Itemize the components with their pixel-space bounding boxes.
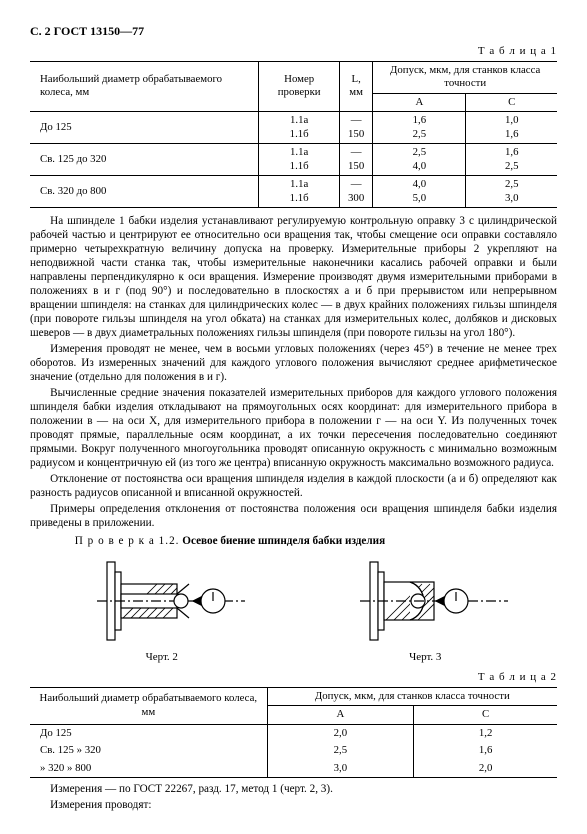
- fig3-caption: Черт. 3: [340, 651, 510, 665]
- para-2: Измерения проводят не менее, чем в восьм…: [30, 342, 557, 384]
- t1-h-a: А: [373, 93, 466, 111]
- check-name: Осевое биение шпинделя бабки изделия: [179, 535, 385, 547]
- table-cell: —150: [339, 144, 372, 176]
- table2-caption: Т а б л и ц а 2: [30, 671, 557, 685]
- figure-3: [340, 554, 510, 649]
- table-cell: До 125: [30, 112, 259, 144]
- t1-h-c: С: [466, 93, 557, 111]
- para-1: На шпинделе 1 бабки изделия устанавливаю…: [30, 214, 557, 340]
- table-cell: 1,62,5: [466, 144, 557, 176]
- table-cell: До 125: [30, 724, 267, 742]
- t1-h-l: L, мм: [339, 61, 372, 111]
- table-cell: 2,5: [267, 742, 414, 759]
- table-cell: 1,62,5: [373, 112, 466, 144]
- table-cell: 1.1а1.1б: [259, 144, 339, 176]
- table-cell: —300: [339, 176, 372, 208]
- table-cell: » 320 » 800: [30, 760, 267, 778]
- table-1: Наибольший диаметр обрабатываемого колес…: [30, 61, 557, 208]
- table-cell: 2,0: [414, 760, 557, 778]
- table-cell: Св. 320 до 800: [30, 176, 259, 208]
- table-cell: 1,01,6: [466, 112, 557, 144]
- table-cell: 4,05,0: [373, 176, 466, 208]
- table-cell: 1,2: [414, 724, 557, 742]
- check-pre: П р о в е р к а 1.2.: [75, 535, 180, 547]
- table-cell: Св. 125 до 320: [30, 144, 259, 176]
- footer-2: Измерения проводят:: [30, 798, 557, 812]
- table-cell: 3,0: [267, 760, 414, 778]
- table-cell: Св. 125 » 320: [30, 742, 267, 759]
- table-cell: 1.1а1.1б: [259, 112, 339, 144]
- t2-h-c: С: [414, 706, 557, 724]
- table-cell: 2,0: [267, 724, 414, 742]
- table-cell: 1,6: [414, 742, 557, 759]
- footer-1: Измерения — по ГОСТ 22267, разд. 17, мет…: [30, 782, 557, 796]
- t1-h-diam: Наибольший диаметр обрабатываемого колес…: [30, 61, 259, 111]
- t2-h-tol: Допуск, мкм, для станков класса точности: [267, 687, 557, 705]
- table1-caption: Т а б л и ц а 1: [30, 45, 557, 59]
- t2-h-diam: Наибольший диаметр обрабатываемого колес…: [30, 687, 267, 724]
- fig2-caption: Черт. 2: [77, 651, 247, 665]
- para-4: Отклонение от постоянства оси вращения ш…: [30, 472, 557, 500]
- table-cell: 1.1а1.1б: [259, 176, 339, 208]
- para-5: Примеры определения отклонения от постоя…: [30, 502, 557, 530]
- para-3: Вычисленные средние значения показателей…: [30, 386, 557, 470]
- check-title: П р о в е р к а 1.2. Осевое биение шпинд…: [30, 534, 557, 548]
- t1-h-tol: Допуск, мкм, для станков класса точности: [373, 61, 557, 93]
- table-cell: —150: [339, 112, 372, 144]
- t1-h-check: Номер проверки: [259, 61, 339, 111]
- table-cell: 2,53,0: [466, 176, 557, 208]
- t2-h-a: А: [267, 706, 414, 724]
- figure-2: [77, 554, 247, 649]
- page-header: С. 2 ГОСТ 13150—77: [30, 24, 557, 39]
- table-cell: 2,54,0: [373, 144, 466, 176]
- table-2: Наибольший диаметр обрабатываемого колес…: [30, 687, 557, 778]
